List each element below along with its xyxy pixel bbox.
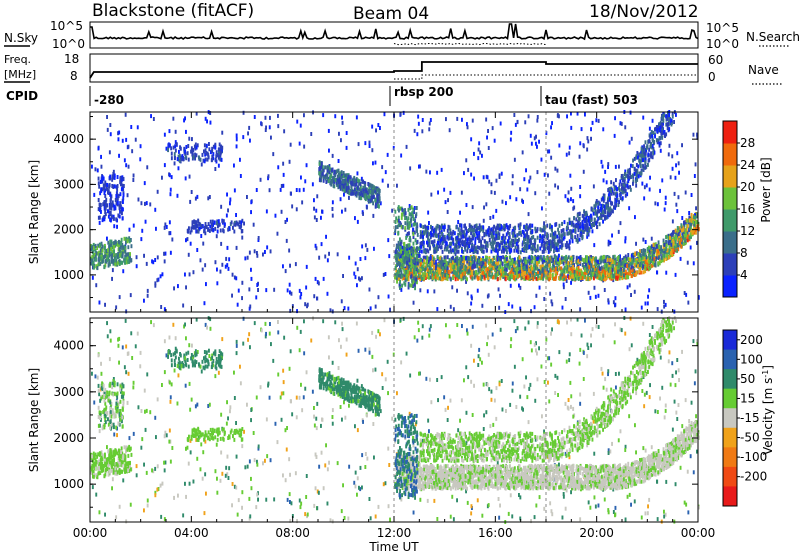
- power-ytick-label-0: 1000: [53, 268, 84, 282]
- power-colorbar-label-1: 8: [740, 246, 748, 260]
- velocity-colorbar-label-4: -15: [740, 411, 760, 425]
- power-ytick-label-2: 3000: [53, 177, 84, 191]
- noise-right-tick-top: 10^5: [706, 21, 739, 35]
- noise-left-label: N.Sky: [4, 31, 38, 45]
- freq-right-tick-top: 60: [708, 53, 723, 67]
- velocity-colorbar-label-3: 15: [740, 391, 755, 405]
- noise-left-tick-bottom: 10^0: [52, 37, 85, 51]
- power-colorbar-swatch-0: [723, 275, 737, 298]
- power-colorbar-label-2: 12: [740, 224, 755, 238]
- velocity-heatmap-cells: [90, 316, 700, 524]
- power-ylabel: Slant Range [km]: [27, 160, 41, 264]
- cpid-segment-2: tau (fast) 503: [545, 93, 638, 107]
- freq-right-tick-bottom: 0: [708, 70, 716, 84]
- cpid-segment-1: rbsp 200: [394, 85, 453, 99]
- power-colorbar-swatch-1: [723, 253, 737, 276]
- noise-panel-frame: [90, 22, 698, 48]
- power-colorbar-swatch-4: [723, 187, 737, 210]
- power-colorbar-label-0: 4: [740, 268, 748, 282]
- xtick-label-2: 08:00: [275, 526, 310, 540]
- power-colorbar-swatch-3: [723, 209, 737, 232]
- velocity-colorbar-label-1: 100: [740, 352, 763, 366]
- noise-search-trace: [394, 43, 546, 44]
- xtick-label-1: 04:00: [174, 526, 209, 540]
- power-colorbar-swatch-6: [723, 143, 737, 166]
- velocity-colorbar-swatch-5: [723, 428, 737, 448]
- beam-title: Beam 04: [353, 4, 429, 24]
- velocity-ytick-label-3: 4000: [53, 339, 84, 353]
- date-title: 18/Nov/2012: [589, 2, 699, 22]
- freq-trace: [90, 62, 698, 78]
- cpid-segment-0: -280: [94, 93, 124, 107]
- power-heatmap-cells: [90, 110, 700, 314]
- station-title: Blackstone (fitACF): [92, 1, 254, 21]
- power-colorbar-swatch-2: [723, 231, 737, 254]
- noise-right-tick-bottom: 10^0: [706, 37, 739, 51]
- power-colorbar-swatch-5: [723, 165, 737, 188]
- velocity-colorbar-swatch-2: [723, 369, 737, 389]
- power-colorbar: 4 8 12 16 20 24 28: [723, 121, 755, 298]
- noise-left-tick-top: 10^5: [50, 19, 83, 33]
- xtick-label-3: 12:00: [377, 526, 412, 540]
- freq-right-label: Nave: [748, 63, 779, 77]
- velocity-ytick-label-0: 1000: [53, 477, 84, 491]
- x-axis-label: Time UT: [368, 540, 419, 554]
- velocity-ytick-label-1: 2000: [53, 431, 84, 445]
- velocity-colorbar-label-0: 200: [740, 333, 763, 347]
- freq-left-tick-top: 18: [64, 52, 79, 66]
- velocity-colorbar-swatch-3: [723, 389, 737, 409]
- velocity-colorbar-label-7: -200: [740, 470, 767, 484]
- freq-left-label-1: Freq.: [4, 53, 31, 66]
- nave-trace: [394, 75, 698, 79]
- xtick-label-4: 16:00: [478, 526, 513, 540]
- power-colorbar-swatch-7: [723, 121, 737, 144]
- velocity-colorbar-swatch-6: [723, 447, 737, 467]
- velocity-colorbar-swatch-7: [723, 467, 737, 487]
- power-colorbar-label-5: 24: [740, 158, 755, 172]
- freq-left-label-2: [MHz]: [4, 68, 36, 81]
- cpid-label: CPID: [6, 89, 38, 103]
- power-colorbar-label: Power [dB]: [759, 157, 773, 222]
- velocity-ytick-label-2: 3000: [53, 385, 84, 399]
- velocity-colorbar-label: Velocity [m s-1]: [761, 365, 776, 455]
- xtick-label-5: 20:00: [579, 526, 614, 540]
- velocity-colorbar-swatch-1: [723, 350, 737, 370]
- velocity-colorbar-label-5: -50: [740, 431, 760, 445]
- noise-right-label: N.Search: [746, 30, 800, 44]
- velocity-ylabel: Slant Range [km]: [27, 368, 41, 472]
- xtick-label-0: 00:00: [73, 526, 108, 540]
- power-ytick-label-3: 4000: [53, 132, 84, 146]
- power-colorbar-label-6: 28: [740, 136, 755, 150]
- power-colorbar-label-3: 16: [740, 202, 755, 216]
- noise-sky-trace: [90, 24, 698, 39]
- power-ytick-label-1: 2000: [53, 223, 84, 237]
- velocity-colorbar-swatch-8: [723, 486, 737, 506]
- velocity-colorbar-label-2: 50: [740, 372, 755, 386]
- velocity-colorbar-swatch-0: [723, 330, 737, 350]
- freq-panel-frame: [90, 54, 698, 82]
- freq-left-tick-bottom: 8: [70, 69, 78, 83]
- velocity-colorbar-swatch-4: [723, 408, 737, 428]
- xtick-label-6: 00:00: [681, 526, 716, 540]
- power-colorbar-label-4: 20: [740, 180, 755, 194]
